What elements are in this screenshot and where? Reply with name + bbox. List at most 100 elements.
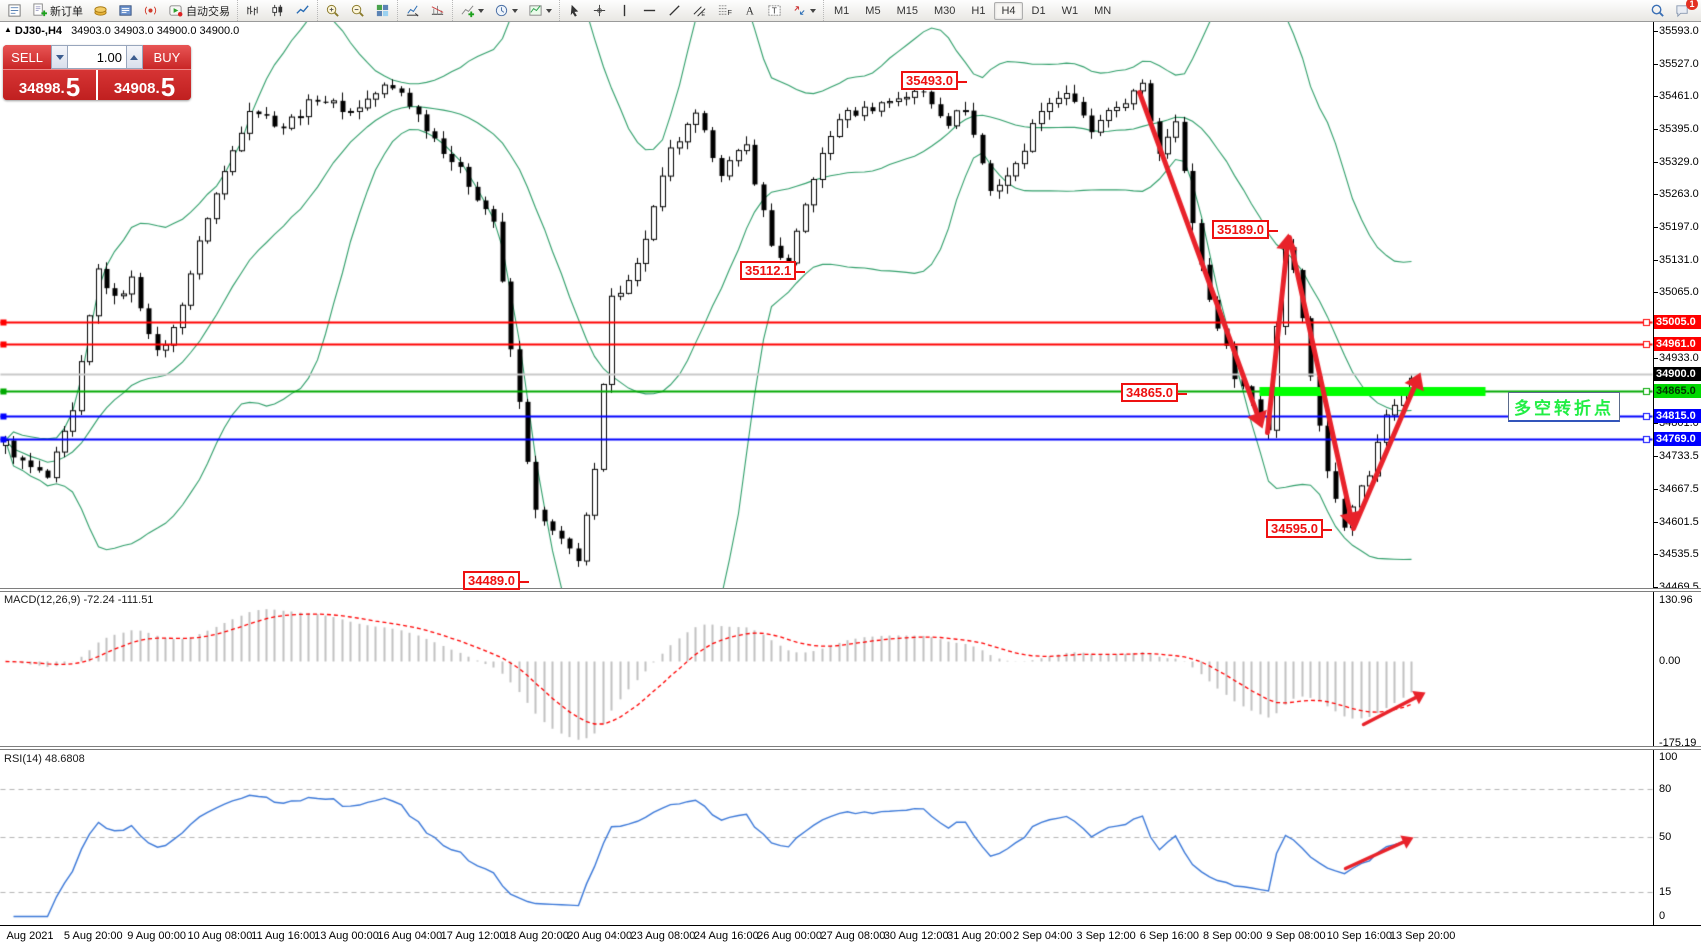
time-label: 31 Aug 20:00 bbox=[947, 930, 1012, 942]
periods-icon[interactable] bbox=[490, 1, 522, 21]
volume-increase-button[interactable] bbox=[126, 45, 143, 69]
indicators-list-icon bbox=[405, 3, 420, 18]
objects-list-icon[interactable] bbox=[426, 1, 449, 21]
price-annotation[interactable]: 35189.0 bbox=[1212, 220, 1278, 239]
price-annotation[interactable]: 34489.0 bbox=[463, 571, 529, 590]
macd-panel-canvas[interactable] bbox=[0, 592, 1653, 746]
time-label: 30 Aug 12:00 bbox=[883, 930, 949, 942]
price-annotation[interactable]: 35493.0 bbox=[901, 71, 967, 90]
vertical-line-icon[interactable] bbox=[613, 1, 636, 21]
svg-text:T: T bbox=[772, 5, 777, 15]
trendline-icon[interactable] bbox=[663, 1, 686, 21]
fibonacci-icon[interactable]: F bbox=[713, 1, 736, 21]
volume-input[interactable] bbox=[68, 45, 126, 69]
time-label: 9 Aug 00:00 bbox=[127, 930, 186, 942]
time-label: 23 Aug 08:00 bbox=[630, 930, 696, 942]
notifications-icon[interactable]: 1 bbox=[1671, 0, 1698, 21]
timeframe-m15[interactable]: M15 bbox=[896, 4, 918, 17]
ask-price[interactable]: 34908. 5 bbox=[98, 70, 191, 100]
price-divider bbox=[96, 70, 98, 100]
time-label: 18 Aug 20:00 bbox=[503, 930, 569, 942]
bid-price[interactable]: 34898. 5 bbox=[3, 70, 96, 100]
cursor-icon[interactable] bbox=[563, 1, 586, 21]
text-label-icon: T bbox=[767, 3, 782, 18]
zoom-in-icon[interactable] bbox=[321, 1, 344, 21]
equidistant-channel-icon[interactable]: E bbox=[688, 1, 711, 21]
timeframe-m30[interactable]: M30 bbox=[933, 4, 956, 17]
tile-windows-icon bbox=[375, 3, 390, 18]
price-tick: 34601.5 bbox=[1654, 515, 1699, 528]
time-label: 8 Sep 00:00 bbox=[1203, 930, 1263, 942]
price-badge: 35005.0 bbox=[1654, 314, 1701, 329]
search-icon[interactable] bbox=[1646, 1, 1669, 21]
macd-panel-separator[interactable] bbox=[0, 588, 1701, 592]
timeframe-m1[interactable]: M1 bbox=[834, 4, 850, 17]
buy-button[interactable]: BUY bbox=[142, 45, 191, 69]
notification-badge: 1 bbox=[1686, 0, 1698, 10]
periods-icon bbox=[494, 3, 509, 18]
autotrading-button[interactable]: 自动交易 bbox=[164, 1, 234, 21]
horizontal-line-icon bbox=[642, 3, 657, 18]
market-watch-icon[interactable] bbox=[3, 1, 26, 21]
crosshair-icon[interactable] bbox=[588, 1, 611, 21]
deposit-icon[interactable] bbox=[89, 1, 112, 21]
text-icon[interactable]: A bbox=[738, 1, 761, 21]
indicators-list-icon[interactable] bbox=[401, 1, 424, 21]
candlestick-chart-icon[interactable] bbox=[266, 1, 289, 21]
price-annotation[interactable]: 34865.0 bbox=[1121, 383, 1187, 402]
price-annotation[interactable]: 35112.1 bbox=[740, 261, 806, 280]
candlestick-chart-icon bbox=[270, 3, 285, 18]
sell-button[interactable]: SELL bbox=[3, 45, 52, 69]
new-order-button[interactable]: 新订单 bbox=[28, 1, 87, 21]
volume-decrease-button[interactable] bbox=[51, 45, 68, 69]
rsi-axis-label: 15 bbox=[1659, 886, 1672, 899]
horizontal-line-icon[interactable] bbox=[638, 1, 661, 21]
timeframe-h4[interactable]: H4 bbox=[994, 1, 1023, 20]
arrows-icon[interactable] bbox=[788, 1, 820, 21]
price-annotation[interactable]: 34595.0 bbox=[1266, 519, 1332, 538]
autotrading-button-label: 自动交易 bbox=[186, 5, 230, 18]
price-tick: 34733.5 bbox=[1654, 450, 1699, 463]
rsi-panel-canvas[interactable] bbox=[0, 750, 1653, 925]
rsi-panel-separator[interactable] bbox=[0, 746, 1701, 750]
signals-icon[interactable] bbox=[139, 1, 162, 21]
bar-chart-icon bbox=[245, 3, 260, 18]
line-chart-icon[interactable] bbox=[291, 1, 314, 21]
svg-text:E: E bbox=[701, 12, 705, 18]
bar-chart-icon[interactable] bbox=[241, 1, 264, 21]
metaeditor-icon[interactable] bbox=[114, 1, 137, 21]
timeframe-mn[interactable]: MN bbox=[1094, 4, 1112, 17]
market-watch-icon bbox=[7, 3, 22, 18]
svg-text:F: F bbox=[727, 8, 732, 17]
timeframe-m5[interactable]: M5 bbox=[865, 4, 881, 17]
timeframe-w1[interactable]: W1 bbox=[1061, 4, 1079, 17]
tile-windows-icon[interactable] bbox=[371, 1, 394, 21]
price-chart-canvas[interactable] bbox=[0, 22, 1653, 588]
price-main: 34908. bbox=[113, 80, 160, 97]
price-badge: 34769.0 bbox=[1654, 431, 1701, 446]
metaeditor-icon bbox=[118, 3, 133, 18]
zoom-in-icon bbox=[325, 3, 340, 18]
chart-header: ▲ DJ30-,H4 34903.0 34903.0 34900.0 34900.… bbox=[4, 25, 239, 37]
file-group: 新订单 自动交易 bbox=[0, 0, 237, 21]
crosshair-icon bbox=[592, 3, 607, 18]
text-label-icon[interactable]: T bbox=[763, 1, 786, 21]
rsi-axis-label: 100 bbox=[1659, 751, 1678, 763]
price-tick: 35329.0 bbox=[1654, 155, 1699, 168]
zoom-out-icon[interactable] bbox=[346, 1, 369, 21]
time-label: 3 Sep 12:00 bbox=[1076, 930, 1136, 942]
template-icon[interactable] bbox=[524, 1, 556, 21]
price-tick: 35461.0 bbox=[1654, 90, 1699, 103]
add-indicator-icon[interactable] bbox=[456, 1, 488, 21]
time-axis-line bbox=[0, 925, 1701, 926]
macd-axis-label: 130.96 bbox=[1659, 593, 1693, 606]
macd-axis-label: 0.00 bbox=[1659, 655, 1681, 667]
note-box[interactable]: 多空转折点 bbox=[1508, 392, 1620, 422]
timeframe-h1[interactable]: H1 bbox=[971, 4, 986, 17]
timeframe-d1[interactable]: D1 bbox=[1031, 4, 1046, 17]
price-tick: 35065.0 bbox=[1654, 286, 1699, 299]
time-label: 9 Sep 08:00 bbox=[1266, 930, 1326, 942]
svg-text:A: A bbox=[746, 5, 755, 17]
time-label: 17 Aug 12:00 bbox=[440, 930, 506, 942]
